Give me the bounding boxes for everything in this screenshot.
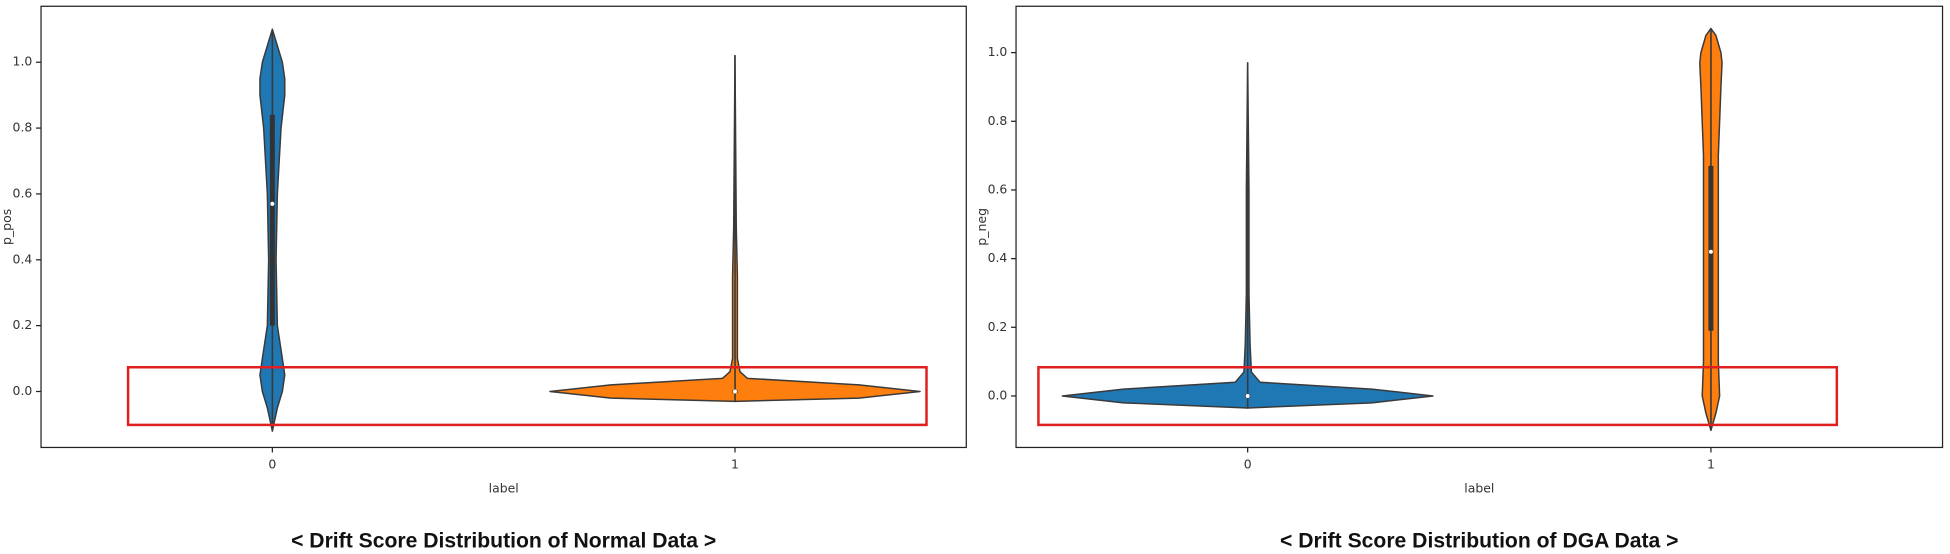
axes-frame	[1015, 5, 1944, 449]
highlight-box	[126, 365, 928, 427]
y-axis-label: p_pos	[0, 209, 14, 245]
caption: < Drift Score Distribution of Normal Dat…	[291, 530, 716, 553]
violin-half	[549, 54, 736, 403]
x-axis-label: label	[1464, 481, 1494, 496]
y-tick-label: 0.4	[988, 250, 1008, 265]
caption: < Drift Score Distribution of DGA Data >	[1280, 530, 1678, 553]
y-tick-label: 0.2	[13, 317, 33, 332]
violin-half	[734, 54, 921, 403]
violin-half	[1710, 27, 1723, 432]
violin-half	[1246, 62, 1434, 409]
y-tick-label: 0.4	[13, 251, 33, 266]
x-tick-label: 1	[1707, 456, 1715, 471]
median-dot	[732, 389, 737, 394]
x-tick-label: 0	[1244, 456, 1252, 471]
y-tick-label: 0.8	[13, 120, 33, 135]
y-tick-label: 0.6	[988, 181, 1008, 196]
y-tick-label: 1.0	[988, 44, 1008, 59]
highlight-box	[1037, 365, 1839, 427]
violin-half	[271, 28, 286, 432]
violin-half	[1699, 27, 1712, 432]
y-tick-label: 0.2	[988, 319, 1008, 334]
x-tick-label: 1	[731, 456, 739, 471]
violin-half	[259, 28, 274, 432]
x-axis-label: label	[489, 481, 519, 496]
y-tick-label: 0.8	[988, 113, 1008, 128]
axes-frame	[40, 5, 967, 449]
y-tick-label: 0.6	[13, 185, 33, 200]
y-tick-label: 0.0	[13, 383, 33, 398]
x-tick-label: 0	[268, 456, 276, 471]
y-axis-label: p_neg	[974, 208, 989, 246]
median-dot	[270, 201, 275, 206]
median-dot	[1245, 393, 1250, 398]
median-dot	[1708, 249, 1713, 254]
y-tick-label: 1.0	[13, 54, 33, 69]
violin-half	[1061, 62, 1249, 409]
y-tick-label: 0.0	[988, 387, 1008, 402]
